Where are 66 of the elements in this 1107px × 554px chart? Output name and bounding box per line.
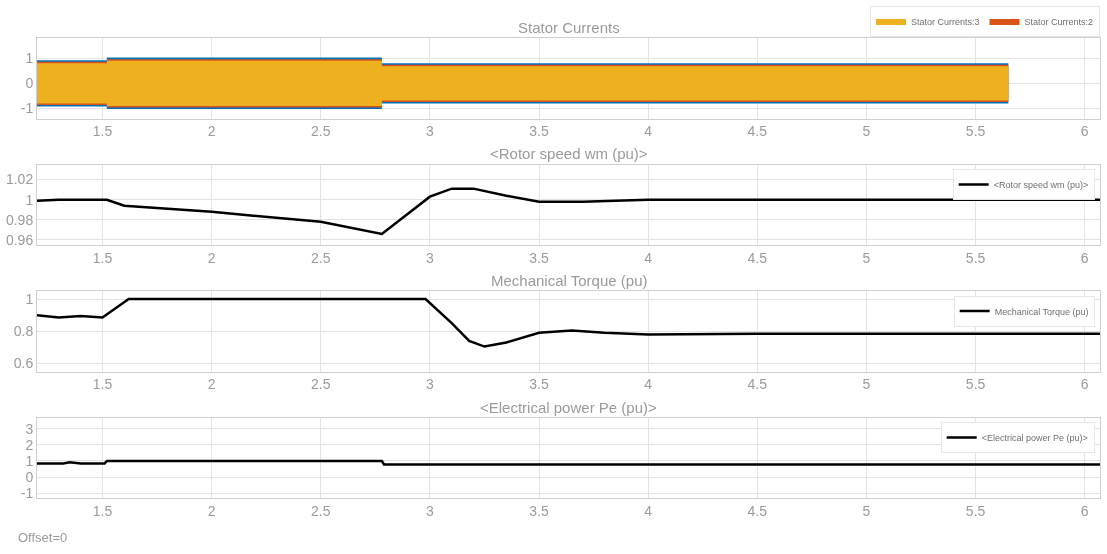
x-tick-label: 2.5 xyxy=(311,249,331,266)
y-tick-label: 0.6 xyxy=(13,355,34,372)
x-tick-label: 4 xyxy=(644,123,653,140)
y-tick-label: 2 xyxy=(25,436,34,453)
x-tick-label: 2 xyxy=(207,502,216,519)
y-tick-label: 1 xyxy=(25,50,34,67)
x-tick-label: 3.5 xyxy=(529,123,549,140)
y-tick-label: 1 xyxy=(25,191,34,208)
legend-label: Stator Currents:3 xyxy=(911,16,980,27)
x-tick-label: 2 xyxy=(207,249,216,266)
chart-title: Stator Currents xyxy=(518,19,620,36)
x-tick-label: 4.5 xyxy=(747,376,768,393)
y-tick-label: 0.98 xyxy=(5,211,34,228)
x-tick-label: 3 xyxy=(426,249,434,266)
x-tick-label: 5 xyxy=(862,123,871,140)
x-tick-label: 6 xyxy=(1080,249,1089,266)
chart-title: <Rotor speed wm (pu)> xyxy=(490,145,648,162)
y-tick-label: 1 xyxy=(25,452,34,469)
x-tick-label: 6 xyxy=(1080,502,1089,519)
x-tick-label: 4 xyxy=(644,376,653,393)
x-tick-label: 3 xyxy=(426,123,434,140)
x-tick-label: 4.5 xyxy=(747,502,768,519)
x-tick-label: 3.5 xyxy=(529,502,549,519)
x-tick-label: 1.5 xyxy=(92,123,113,140)
y-tick-label: -1 xyxy=(20,100,34,117)
y-tick-label: 0.96 xyxy=(5,231,34,248)
x-tick-label: 3 xyxy=(426,376,434,393)
y-tick-label: 3 xyxy=(25,420,34,437)
x-tick-label: 6 xyxy=(1080,376,1089,393)
legend-label: <Rotor speed wm (pu)> xyxy=(993,180,1089,191)
x-tick-label: 4.5 xyxy=(747,249,768,266)
legend-label: Stator Currents:2 xyxy=(1024,16,1094,27)
x-tick-label: 3.5 xyxy=(529,249,549,266)
x-tick-label: 5.5 xyxy=(965,123,986,140)
y-tick-label: 1 xyxy=(25,290,34,307)
x-tick-label: 3 xyxy=(426,502,434,519)
x-tick-label: 5.5 xyxy=(965,249,986,266)
line-series xyxy=(37,297,1100,348)
x-tick-label: 3.5 xyxy=(529,376,549,393)
text: Offset=0 xyxy=(18,530,68,545)
x-tick-label: 4 xyxy=(644,249,653,266)
x-tick-label: 5.5 xyxy=(965,502,986,519)
x-tick-label: 2.5 xyxy=(311,376,331,393)
x-tick-label: 6 xyxy=(1080,123,1089,140)
x-tick-label: 1.5 xyxy=(92,249,113,266)
x-tick-label: 1.5 xyxy=(92,502,113,519)
x-tick-label: 4 xyxy=(644,502,653,519)
x-tick-label: 5 xyxy=(862,376,871,393)
y-tick-label: -1 xyxy=(20,485,34,502)
y-tick-label: 0 xyxy=(25,468,34,485)
x-tick-label: 2.5 xyxy=(311,123,331,140)
x-tick-label: 1.5 xyxy=(92,376,113,393)
x-tick-label: 5 xyxy=(862,502,871,519)
x-tick-label: 2 xyxy=(207,376,216,393)
y-tick-label: 0 xyxy=(25,75,34,92)
legend-label: Mechanical Torque (pu) xyxy=(994,306,1089,317)
x-tick-label: 5 xyxy=(862,249,871,266)
x-tick-label: 2.5 xyxy=(311,502,331,519)
y-tick-label: 1.02 xyxy=(5,171,34,188)
chart-title: <Electrical power Pe (pu)> xyxy=(480,399,657,416)
x-tick-label: 5.5 xyxy=(965,376,986,393)
legend-label: <Electrical power Pe (pu)> xyxy=(981,433,1088,444)
y-tick-label: 0.8 xyxy=(13,323,34,340)
x-tick-label: 2 xyxy=(207,123,216,140)
x-tick-label: 4.5 xyxy=(747,123,768,140)
chart-title: Mechanical Torque (pu) xyxy=(491,272,648,289)
